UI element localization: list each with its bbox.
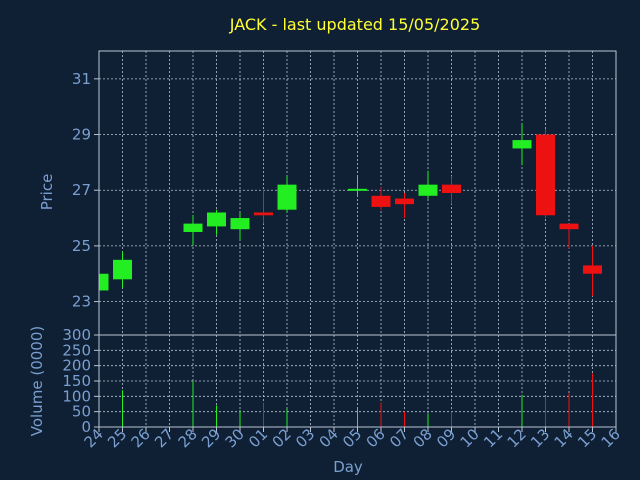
axes: 2325272931050100150200250300242526272829… (62, 70, 623, 451)
candle-25 (113, 251, 132, 288)
volume-bars (122, 373, 593, 427)
volume-tick-label: 200 (62, 357, 91, 375)
candle-08 (418, 170, 438, 199)
x-axis-label: Day (333, 458, 363, 476)
day-tick-label: 14 (551, 425, 577, 451)
candle-12 (512, 123, 532, 166)
day-tick-label: 15 (574, 425, 600, 451)
volume-tick-label: 0 (81, 418, 91, 436)
price-tick-label: 23 (72, 293, 91, 311)
price-tick-label: 25 (72, 237, 91, 255)
price-tick-label: 31 (72, 70, 91, 88)
day-tick-label: 29 (198, 425, 224, 451)
candle-05 (348, 176, 367, 196)
candle-01 (254, 190, 273, 224)
day-tick-label: 30 (222, 425, 248, 451)
candle-body (277, 184, 297, 210)
candle-body (254, 212, 273, 216)
candle-24 (98, 273, 109, 291)
candle-body (536, 134, 555, 216)
candle-body (207, 212, 226, 227)
candle-body (99, 273, 109, 291)
candlesticks (98, 123, 602, 297)
candle-body (183, 223, 203, 232)
price-tick-label: 29 (72, 126, 91, 144)
day-tick-label: 02 (269, 425, 295, 451)
price-axis-label: Price (38, 174, 56, 211)
volume-tick-label: 150 (62, 372, 91, 390)
day-tick-label: 01 (245, 425, 271, 451)
day-tick-label: 26 (128, 425, 154, 451)
day-tick-label: 16 (598, 425, 624, 451)
candle-body (559, 223, 579, 230)
day-tick-label: 13 (527, 425, 553, 451)
candle-06 (371, 187, 391, 210)
day-tick-label: 27 (151, 425, 177, 451)
candle-body (230, 218, 250, 230)
candle-body (442, 184, 461, 193)
day-tick-label: 05 (339, 425, 365, 451)
price-tick-label: 27 (72, 181, 91, 199)
day-tick-label: 04 (316, 425, 342, 451)
candle-30 (230, 212, 250, 241)
day-tick-label: 11 (480, 425, 506, 451)
volume-tick-label: 100 (62, 387, 91, 405)
candle-15 (583, 245, 602, 297)
candle-29 (207, 209, 226, 235)
day-tick-label: 25 (104, 425, 130, 451)
chart-title: JACK - last updated 15/05/2025 (229, 15, 481, 34)
candle-28 (183, 215, 203, 246)
candle-body (395, 198, 414, 205)
day-tick-label: 10 (457, 425, 483, 451)
volume-axis-label: Volume (0000) (28, 326, 46, 436)
volume-tick-label: 300 (62, 326, 91, 344)
candle-body (418, 184, 438, 196)
candle-body (371, 195, 391, 207)
day-tick-label: 03 (292, 425, 318, 451)
volume-tick-label: 250 (62, 341, 91, 359)
day-tick-label: 28 (175, 425, 201, 451)
day-tick-label: 08 (410, 425, 436, 451)
day-tick-label: 06 (363, 425, 389, 451)
candle-13 (536, 128, 555, 219)
day-tick-label: 12 (504, 425, 530, 451)
day-tick-label: 07 (386, 425, 412, 451)
candle-body (113, 259, 132, 280)
candle-body (512, 140, 532, 149)
day-tick-label: 09 (433, 425, 459, 451)
volume-tick-label: 50 (72, 403, 91, 421)
candle-09 (442, 176, 461, 205)
candle-14 (559, 223, 579, 249)
candle-body (348, 188, 367, 191)
candle-body (583, 265, 602, 274)
candle-02 (277, 176, 297, 213)
grid (99, 51, 616, 427)
candle-07 (395, 193, 414, 219)
